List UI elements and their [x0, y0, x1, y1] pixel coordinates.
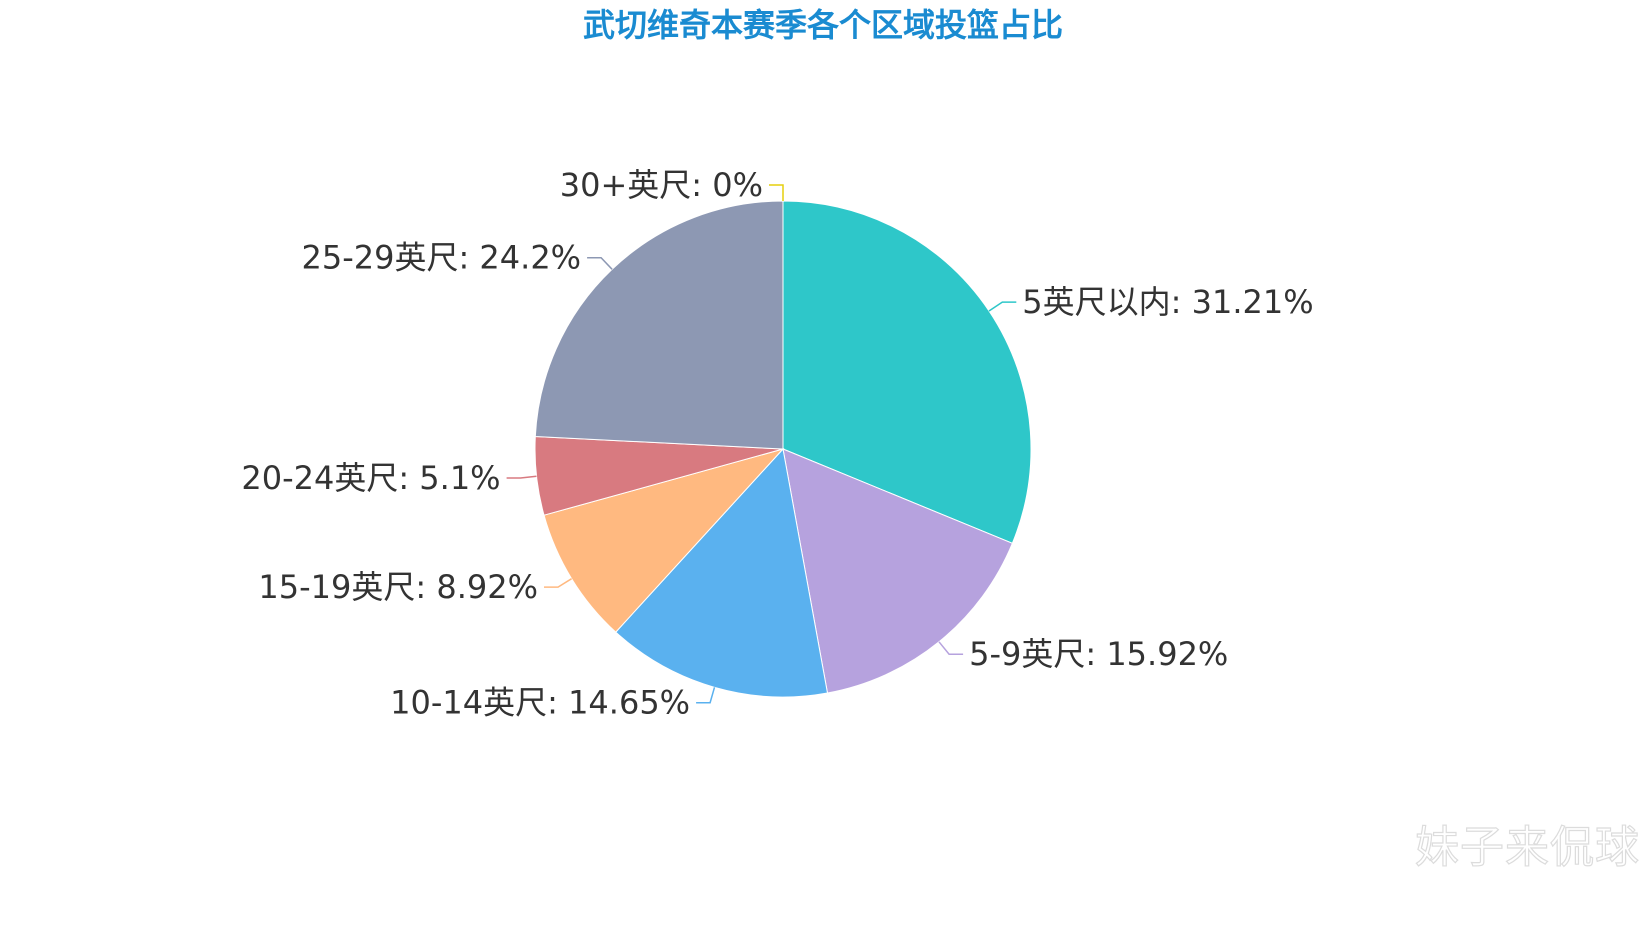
- leader-line-5: [587, 256, 613, 270]
- pie-slices: [534, 200, 1032, 698]
- slice-label-1: 5-9英尺: 15.92%: [969, 635, 1228, 673]
- slice-labels: 5英尺以内: 31.21% 5-9英尺: 15.92% 10-14英尺: 14.65…: [241, 166, 1313, 722]
- label-leader-lines: [506, 184, 1017, 704]
- pie-slice-1[interactable]: [782, 448, 1014, 694]
- leader-line-6: [769, 184, 784, 201]
- slice-label-3: 15-19英尺: 8.92%: [258, 568, 538, 606]
- leader-line-4: [506, 475, 537, 479]
- leader-line-2: [696, 687, 716, 704]
- leader-line-3: [544, 578, 572, 588]
- slice-label-4: 20-24英尺: 5.1%: [241, 459, 500, 497]
- pie-slice-3[interactable]: [543, 448, 785, 633]
- pie-slice-5[interactable]: [534, 200, 784, 450]
- slice-label-6: 30+英尺: 0%: [560, 166, 763, 204]
- leader-line-0: [988, 301, 1017, 312]
- slice-label-5: 25-29英尺: 24.2%: [301, 239, 581, 277]
- chart-title: 武切维奇本赛季各个区域投篮占比: [583, 6, 1063, 44]
- slice-label-0: 5英尺以内: 31.21%: [1022, 283, 1313, 321]
- watermark: 妹子来侃球: [1415, 822, 1640, 873]
- slice-label-2: 10-14英尺: 14.65%: [390, 684, 690, 722]
- leader-line-1: [938, 641, 964, 655]
